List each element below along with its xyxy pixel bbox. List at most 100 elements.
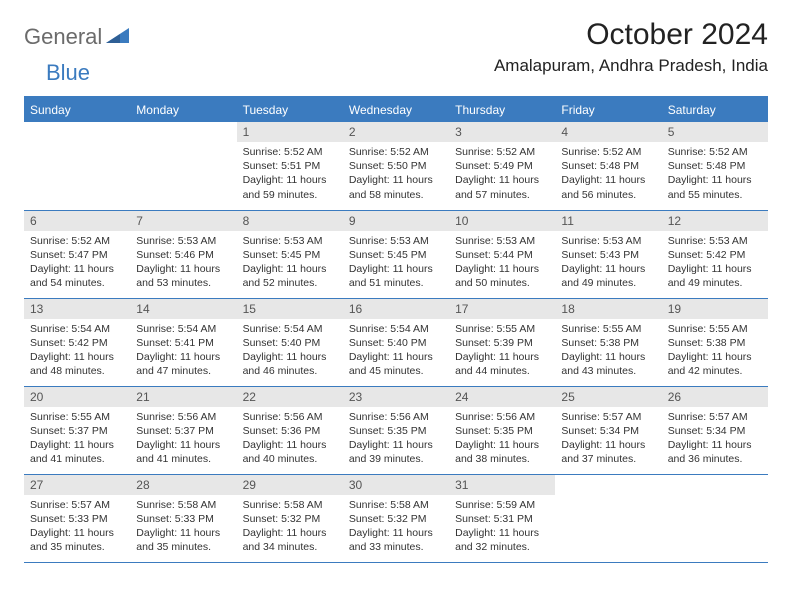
calendar-day-cell: 4Sunrise: 5:52 AMSunset: 5:48 PMDaylight… (555, 122, 661, 210)
calendar-day-cell: 6Sunrise: 5:52 AMSunset: 5:47 PMDaylight… (24, 210, 130, 298)
calendar-day-cell: 31Sunrise: 5:59 AMSunset: 5:31 PMDayligh… (449, 474, 555, 562)
day-number: 1 (237, 122, 343, 142)
day-number: 19 (662, 299, 768, 319)
day-info: Sunrise: 5:53 AMSunset: 5:44 PMDaylight:… (449, 231, 555, 295)
calendar-day-cell: 7Sunrise: 5:53 AMSunset: 5:46 PMDaylight… (130, 210, 236, 298)
day-info: Sunrise: 5:58 AMSunset: 5:32 PMDaylight:… (343, 495, 449, 559)
calendar-week-row: 20Sunrise: 5:55 AMSunset: 5:37 PMDayligh… (24, 386, 768, 474)
calendar-day-cell: 20Sunrise: 5:55 AMSunset: 5:37 PMDayligh… (24, 386, 130, 474)
day-info: Sunrise: 5:58 AMSunset: 5:33 PMDaylight:… (130, 495, 236, 559)
calendar-day-cell: 9Sunrise: 5:53 AMSunset: 5:45 PMDaylight… (343, 210, 449, 298)
day-info: Sunrise: 5:57 AMSunset: 5:34 PMDaylight:… (662, 407, 768, 471)
calendar-day-cell: 17Sunrise: 5:55 AMSunset: 5:39 PMDayligh… (449, 298, 555, 386)
day-info: Sunrise: 5:57 AMSunset: 5:33 PMDaylight:… (24, 495, 130, 559)
weekday-header: Monday (130, 97, 236, 122)
calendar-day-cell: 30Sunrise: 5:58 AMSunset: 5:32 PMDayligh… (343, 474, 449, 562)
day-info: Sunrise: 5:52 AMSunset: 5:48 PMDaylight:… (555, 142, 661, 206)
day-info: Sunrise: 5:54 AMSunset: 5:40 PMDaylight:… (237, 319, 343, 383)
day-number: 4 (555, 122, 661, 142)
day-info: Sunrise: 5:53 AMSunset: 5:46 PMDaylight:… (130, 231, 236, 295)
day-info: Sunrise: 5:55 AMSunset: 5:39 PMDaylight:… (449, 319, 555, 383)
calendar-day-cell: 19Sunrise: 5:55 AMSunset: 5:38 PMDayligh… (662, 298, 768, 386)
weekday-header: Saturday (662, 97, 768, 122)
day-info: Sunrise: 5:54 AMSunset: 5:42 PMDaylight:… (24, 319, 130, 383)
calendar-body: 1Sunrise: 5:52 AMSunset: 5:51 PMDaylight… (24, 122, 768, 562)
calendar-day-cell (555, 474, 661, 562)
day-number: 25 (555, 387, 661, 407)
day-number: 23 (343, 387, 449, 407)
calendar-day-cell: 25Sunrise: 5:57 AMSunset: 5:34 PMDayligh… (555, 386, 661, 474)
calendar-day-cell: 1Sunrise: 5:52 AMSunset: 5:51 PMDaylight… (237, 122, 343, 210)
day-info: Sunrise: 5:57 AMSunset: 5:34 PMDaylight:… (555, 407, 661, 471)
day-info: Sunrise: 5:56 AMSunset: 5:35 PMDaylight:… (449, 407, 555, 471)
day-number: 16 (343, 299, 449, 319)
calendar-day-cell: 29Sunrise: 5:58 AMSunset: 5:32 PMDayligh… (237, 474, 343, 562)
day-number: 15 (237, 299, 343, 319)
day-number: 9 (343, 211, 449, 231)
calendar-table: SundayMondayTuesdayWednesdayThursdayFrid… (24, 96, 768, 563)
day-number: 6 (24, 211, 130, 231)
day-number: 31 (449, 475, 555, 495)
day-number: 21 (130, 387, 236, 407)
day-number: 28 (130, 475, 236, 495)
day-number: 10 (449, 211, 555, 231)
calendar-day-cell: 15Sunrise: 5:54 AMSunset: 5:40 PMDayligh… (237, 298, 343, 386)
day-info: Sunrise: 5:55 AMSunset: 5:38 PMDaylight:… (662, 319, 768, 383)
title-block: October 2024 Amalapuram, Andhra Pradesh,… (494, 18, 768, 76)
brand-logo: General (24, 24, 132, 50)
day-number: 17 (449, 299, 555, 319)
calendar-day-cell: 2Sunrise: 5:52 AMSunset: 5:50 PMDaylight… (343, 122, 449, 210)
calendar-day-cell (662, 474, 768, 562)
brand-text-gray: General (24, 24, 102, 50)
calendar-day-cell: 11Sunrise: 5:53 AMSunset: 5:43 PMDayligh… (555, 210, 661, 298)
calendar-day-cell: 23Sunrise: 5:56 AMSunset: 5:35 PMDayligh… (343, 386, 449, 474)
day-number: 26 (662, 387, 768, 407)
calendar-day-cell: 28Sunrise: 5:58 AMSunset: 5:33 PMDayligh… (130, 474, 236, 562)
calendar-day-cell: 8Sunrise: 5:53 AMSunset: 5:45 PMDaylight… (237, 210, 343, 298)
calendar-day-cell: 14Sunrise: 5:54 AMSunset: 5:41 PMDayligh… (130, 298, 236, 386)
day-number: 3 (449, 122, 555, 142)
day-info: Sunrise: 5:56 AMSunset: 5:36 PMDaylight:… (237, 407, 343, 471)
calendar-day-cell: 26Sunrise: 5:57 AMSunset: 5:34 PMDayligh… (662, 386, 768, 474)
weekday-header: Wednesday (343, 97, 449, 122)
calendar-day-cell (24, 122, 130, 210)
day-info: Sunrise: 5:58 AMSunset: 5:32 PMDaylight:… (237, 495, 343, 559)
brand-triangle-icon (106, 26, 130, 49)
weekday-header: Friday (555, 97, 661, 122)
day-number: 27 (24, 475, 130, 495)
day-number: 22 (237, 387, 343, 407)
brand-text-blue: Blue (46, 60, 90, 86)
day-info: Sunrise: 5:55 AMSunset: 5:38 PMDaylight:… (555, 319, 661, 383)
day-number: 7 (130, 211, 236, 231)
day-number: 13 (24, 299, 130, 319)
day-number: 30 (343, 475, 449, 495)
month-title: October 2024 (494, 18, 768, 52)
day-info: Sunrise: 5:52 AMSunset: 5:47 PMDaylight:… (24, 231, 130, 295)
day-info: Sunrise: 5:56 AMSunset: 5:35 PMDaylight:… (343, 407, 449, 471)
day-info: Sunrise: 5:53 AMSunset: 5:45 PMDaylight:… (237, 231, 343, 295)
day-number: 5 (662, 122, 768, 142)
day-number: 11 (555, 211, 661, 231)
day-number: 24 (449, 387, 555, 407)
day-number: 14 (130, 299, 236, 319)
calendar-day-cell: 18Sunrise: 5:55 AMSunset: 5:38 PMDayligh… (555, 298, 661, 386)
day-info: Sunrise: 5:59 AMSunset: 5:31 PMDaylight:… (449, 495, 555, 559)
day-number: 18 (555, 299, 661, 319)
day-number: 20 (24, 387, 130, 407)
calendar-weekday-header: SundayMondayTuesdayWednesdayThursdayFrid… (24, 97, 768, 122)
day-info: Sunrise: 5:52 AMSunset: 5:49 PMDaylight:… (449, 142, 555, 206)
calendar-week-row: 27Sunrise: 5:57 AMSunset: 5:33 PMDayligh… (24, 474, 768, 562)
weekday-header: Thursday (449, 97, 555, 122)
calendar-day-cell: 22Sunrise: 5:56 AMSunset: 5:36 PMDayligh… (237, 386, 343, 474)
day-info: Sunrise: 5:53 AMSunset: 5:42 PMDaylight:… (662, 231, 768, 295)
day-info: Sunrise: 5:55 AMSunset: 5:37 PMDaylight:… (24, 407, 130, 471)
calendar-day-cell: 10Sunrise: 5:53 AMSunset: 5:44 PMDayligh… (449, 210, 555, 298)
weekday-header: Sunday (24, 97, 130, 122)
calendar-day-cell: 27Sunrise: 5:57 AMSunset: 5:33 PMDayligh… (24, 474, 130, 562)
calendar-day-cell: 12Sunrise: 5:53 AMSunset: 5:42 PMDayligh… (662, 210, 768, 298)
day-info: Sunrise: 5:56 AMSunset: 5:37 PMDaylight:… (130, 407, 236, 471)
day-number: 12 (662, 211, 768, 231)
day-number: 29 (237, 475, 343, 495)
weekday-header: Tuesday (237, 97, 343, 122)
calendar-day-cell: 13Sunrise: 5:54 AMSunset: 5:42 PMDayligh… (24, 298, 130, 386)
